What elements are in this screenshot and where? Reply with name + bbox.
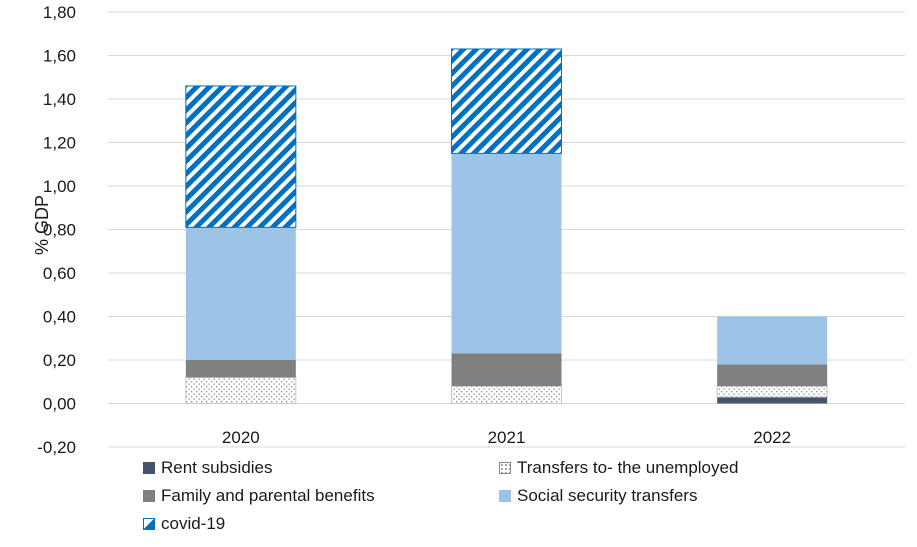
y-tick-label: 0,00	[43, 395, 76, 414]
y-tick-label: 1,40	[43, 90, 76, 109]
y-tick-label: 0,60	[43, 264, 76, 283]
bar-segment	[717, 316, 828, 365]
y-tick-label: 0,80	[43, 221, 76, 240]
y-tick-label: 1,80	[43, 3, 76, 22]
legend-label: Social security transfers	[517, 486, 698, 505]
bar-segment	[717, 364, 828, 387]
legend-swatch	[143, 462, 155, 474]
legend-swatch	[143, 490, 155, 502]
bar-segment	[185, 360, 296, 378]
legend-item: Rent subsidies	[143, 458, 273, 478]
y-tick-label: 0,20	[43, 351, 76, 370]
legend-label: covid-19	[161, 514, 226, 533]
legend-swatch	[499, 462, 511, 474]
legend-label: Rent subsidies	[161, 458, 273, 477]
x-tick-label: 2020	[222, 428, 260, 447]
y-axis-ticks: -0,20 0,00 0,20 0,40 0,60 0,80 1,00 1,20 1,40 1,6…	[37, 3, 76, 457]
y-tick-label: 1,00	[43, 177, 76, 196]
bar-segment	[451, 48, 562, 154]
bar-segment	[717, 396, 828, 404]
bar-segment	[716, 385, 828, 398]
legend-swatch	[499, 490, 511, 502]
x-tick-label: 2021	[488, 428, 526, 447]
x-axis-ticks: 2020 2021 2022	[222, 428, 791, 447]
y-tick-label: 1,60	[43, 47, 76, 66]
bar-segment	[451, 353, 562, 387]
bar-segment	[185, 376, 297, 404]
legend-item: Transfers to- the unemployed	[499, 458, 738, 478]
legend-label: Family and parental benefits	[161, 486, 375, 505]
y-axis-title: % GDP	[32, 195, 52, 255]
x-tick-label: 2022	[753, 428, 791, 447]
y-tick-label: 1,20	[43, 134, 76, 153]
legend-item: Family and parental benefits	[143, 486, 375, 506]
legend-item: covid-19	[143, 514, 225, 534]
bar-segment	[185, 85, 297, 228]
legend-label: Transfers to- the unemployed	[517, 458, 739, 477]
legend-item: Social security transfers	[499, 486, 697, 506]
y-tick-label: 0,40	[43, 308, 76, 327]
bars	[185, 48, 828, 405]
bar-segment	[451, 385, 562, 405]
y-tick-label: -0,20	[37, 438, 76, 457]
bar-segment	[451, 153, 562, 354]
legend-swatch	[143, 518, 155, 530]
bar-segment	[185, 227, 296, 360]
